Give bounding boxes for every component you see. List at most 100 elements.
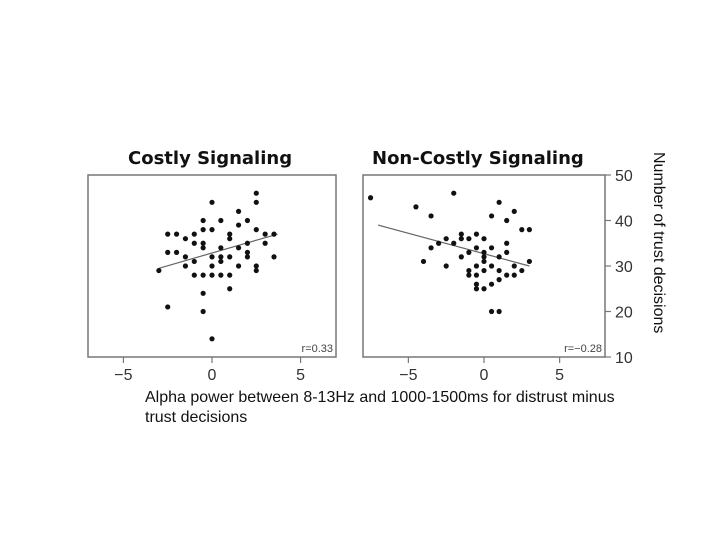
- right-data-point: [511, 272, 517, 278]
- left-data-point: [209, 254, 215, 260]
- right-data-point: [473, 272, 480, 278]
- right-data-point: [466, 236, 472, 242]
- right-data-point: [466, 249, 472, 255]
- right-data-point: [481, 258, 487, 265]
- left-data-point: [227, 286, 233, 292]
- right-data-point: [526, 258, 532, 265]
- right-y-tick-label: 20: [615, 305, 633, 322]
- left-data-point: [182, 236, 189, 242]
- left-x-tick-label: −5: [114, 367, 132, 384]
- right-data-point: [488, 213, 495, 219]
- right-data-point: [428, 245, 434, 251]
- right-data-point: [466, 272, 472, 278]
- right-x-tick-label: 0: [480, 367, 489, 384]
- y-axis-label: Number of trust decisions: [650, 152, 667, 334]
- left-data-point: [244, 240, 251, 246]
- right-data-point: [504, 217, 510, 224]
- right-data-point: [436, 240, 442, 246]
- left-data-point: [200, 308, 206, 315]
- right-y-tick-label: 40: [615, 214, 633, 231]
- left-panel-title: Costly Signaling: [128, 148, 293, 169]
- right-data-point: [496, 267, 502, 274]
- right-data-point: [473, 231, 480, 237]
- right-data-point: [473, 263, 480, 269]
- left-data-point: [235, 245, 242, 251]
- right-y-tick-label: 50: [615, 168, 633, 185]
- left-data-point: [227, 231, 233, 237]
- right-data-point: [458, 231, 464, 237]
- y-axis-label-container: Number of trust decisions: [643, 152, 667, 378]
- left-data-point: [244, 254, 251, 260]
- right-data-point: [511, 208, 517, 214]
- right-data-point: [473, 281, 480, 287]
- left-data-point: [235, 222, 242, 228]
- left-data-point: [200, 227, 206, 233]
- right-data-point: [511, 263, 517, 269]
- right-y-tick-label: 30: [615, 259, 633, 276]
- left-data-point: [200, 272, 206, 278]
- left-data-point: [253, 199, 259, 205]
- right-data-point: [504, 249, 510, 255]
- left-data-point: [227, 254, 233, 260]
- right-data-point: [458, 254, 464, 260]
- left-data-point: [218, 272, 224, 278]
- right-data-point: [488, 245, 495, 251]
- left-data-point: [173, 231, 180, 237]
- right-panel-title: Non-Costly Signaling: [372, 148, 584, 169]
- left-data-point: [227, 272, 233, 278]
- right-r-annotation: r=−0.28: [564, 343, 602, 355]
- left-data-point: [218, 217, 224, 224]
- right-data-point: [496, 277, 502, 283]
- left-trend-line: [158, 233, 278, 269]
- right-data-point: [481, 236, 487, 242]
- right-data-point: [496, 199, 502, 205]
- left-data-point: [218, 258, 224, 265]
- right-data-point: [504, 240, 510, 246]
- right-data-point: [496, 254, 502, 260]
- right-data-point: [367, 195, 374, 201]
- right-data-point: [473, 245, 480, 251]
- left-data-point: [235, 263, 242, 269]
- left-data-point: [191, 231, 197, 237]
- right-data-point: [481, 267, 487, 274]
- right-data-point: [519, 227, 525, 233]
- left-x-tick-label: 0: [208, 367, 217, 384]
- left-data-point: [191, 272, 197, 278]
- left-data-point: [235, 208, 242, 214]
- right-data-point: [481, 286, 487, 292]
- left-data-point: [209, 199, 215, 205]
- right-data-point: [420, 258, 427, 265]
- left-data-point: [165, 304, 171, 310]
- left-data-point: [271, 254, 277, 260]
- left-data-point: [262, 231, 268, 237]
- left-x-tick-label: 5: [296, 367, 305, 384]
- left-data-point: [191, 258, 197, 265]
- left-data-point: [200, 245, 206, 251]
- left-data-point: [182, 254, 189, 260]
- left-data-point: [173, 249, 180, 255]
- right-data-point: [481, 254, 487, 260]
- right-data-point: [443, 263, 449, 269]
- left-data-point: [200, 217, 206, 224]
- right-plot-frame: [362, 174, 606, 358]
- left-data-point: [200, 290, 206, 296]
- left-data-point: [253, 227, 259, 233]
- right-data-point: [488, 308, 495, 315]
- right-data-point: [519, 267, 525, 274]
- left-data-point: [209, 272, 215, 278]
- left-r-annotation: r=0.33: [302, 343, 334, 355]
- left-data-point: [165, 249, 171, 255]
- right-data-point: [473, 286, 480, 292]
- right-data-point: [504, 272, 510, 278]
- left-data-point: [253, 263, 259, 269]
- right-x-tick-label: −5: [399, 367, 417, 384]
- right-data-point: [428, 213, 434, 219]
- right-data-point: [481, 249, 487, 255]
- left-data-point: [165, 231, 171, 237]
- right-data-point: [488, 263, 495, 269]
- left-data-point: [182, 263, 189, 269]
- left-data-point: [209, 336, 215, 342]
- right-data-point: [451, 190, 457, 196]
